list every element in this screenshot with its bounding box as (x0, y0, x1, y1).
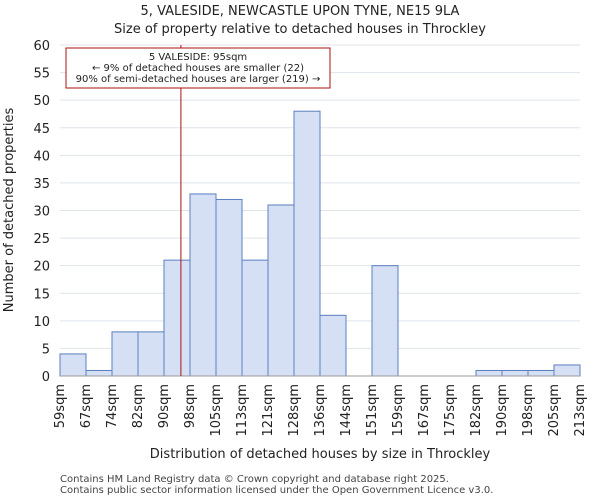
bar-182sqm (475, 369, 503, 377)
bar-190sqm (501, 369, 529, 377)
annotation-border (65, 47, 331, 89)
bars (59, 110, 581, 377)
annotation-line: ← 9% of detached houses are smaller (22) (92, 63, 304, 74)
x-tick-label: 121sqm (261, 384, 276, 437)
y-tick-label: 40 (33, 149, 50, 164)
x-tick-label: 213sqm (573, 384, 588, 437)
x-tick-label: 175sqm (443, 384, 458, 437)
y-tick-label: 20 (33, 260, 50, 275)
x-axis-ticks: 59sqm 67sqm 74sqm 82sqm 90sqm 98sqm 105sqm 113s… (53, 384, 588, 437)
y-tick-label: 45 (33, 122, 50, 137)
x-tick-label: 144sqm (339, 384, 354, 437)
y-tick-label: 55 (33, 67, 50, 82)
y-tick-label: 10 (33, 315, 50, 330)
bar-205sqm (553, 364, 581, 377)
y-tick-label: 5 (42, 342, 50, 357)
chart-subtitle: Size of property relative to detached ho… (114, 22, 486, 37)
x-tick-label: 198sqm (521, 384, 536, 437)
bar-90sqm (163, 259, 191, 377)
bar-121sqm (267, 204, 295, 377)
bar-151sqm (371, 265, 399, 377)
y-axis-label: Number of detached properties (2, 108, 17, 313)
x-tick-label: 67sqm (79, 384, 94, 428)
bar-113sqm (241, 259, 269, 377)
y-tick-label: 60 (33, 39, 50, 54)
x-tick-label: 159sqm (391, 384, 406, 437)
annotation-line: 90% of semi-detached houses are larger (… (76, 74, 321, 85)
x-tick-label: 205sqm (547, 384, 562, 437)
x-tick-label: 74sqm (105, 384, 120, 428)
x-tick-label: 136sqm (313, 384, 328, 437)
bar-98sqm (189, 193, 217, 377)
y-tick-label: 50 (33, 94, 50, 109)
x-axis-label: Distribution of detached houses by size … (150, 447, 491, 462)
footer-line-1: Contains HM Land Registry data © Crown c… (60, 474, 449, 485)
bar-67sqm (85, 369, 113, 377)
bar-59sqm (59, 353, 87, 377)
x-tick-label: 98sqm (183, 384, 198, 428)
y-tick-label: 30 (33, 205, 50, 220)
x-tick-label: 182sqm (469, 384, 484, 437)
y-tick-label: 0 (42, 370, 50, 385)
footer-line-2: Contains public sector information licen… (60, 485, 494, 496)
x-tick-label: 167sqm (417, 384, 432, 437)
chart-title: 5, VALESIDE, NEWCASTLE UPON TYNE, NE15 9… (141, 4, 460, 19)
x-tick-label: 190sqm (495, 384, 510, 437)
bar-105sqm (215, 198, 243, 377)
x-tick-label: 105sqm (209, 384, 224, 437)
bar-128sqm (293, 110, 321, 377)
y-tick-label: 35 (33, 177, 50, 192)
annotation-line: 5 VALESIDE: 95sqm (149, 52, 247, 63)
x-tick-label: 59sqm (53, 384, 68, 428)
bar-82sqm (137, 331, 165, 377)
x-tick-label: 90sqm (157, 384, 172, 428)
x-tick-label: 151sqm (365, 384, 380, 437)
y-tick-label: 25 (33, 232, 50, 247)
y-axis-ticks: 0 5 10 15 20 25 30 35 40 45 50 55 60 (33, 39, 50, 385)
bar-198sqm (527, 369, 555, 377)
annotation-box: 5 VALESIDE: 95sqm ← 9% of detached house… (65, 47, 331, 89)
x-tick-label: 113sqm (235, 384, 250, 437)
histogram-chart: 5, VALESIDE, NEWCASTLE UPON TYNE, NE15 9… (2, 4, 588, 462)
x-tick-label: 82sqm (131, 384, 146, 428)
x-tick-label: 128sqm (287, 384, 302, 437)
bar-74sqm (111, 331, 139, 377)
bar-136sqm (319, 314, 347, 377)
y-tick-label: 15 (33, 287, 50, 302)
